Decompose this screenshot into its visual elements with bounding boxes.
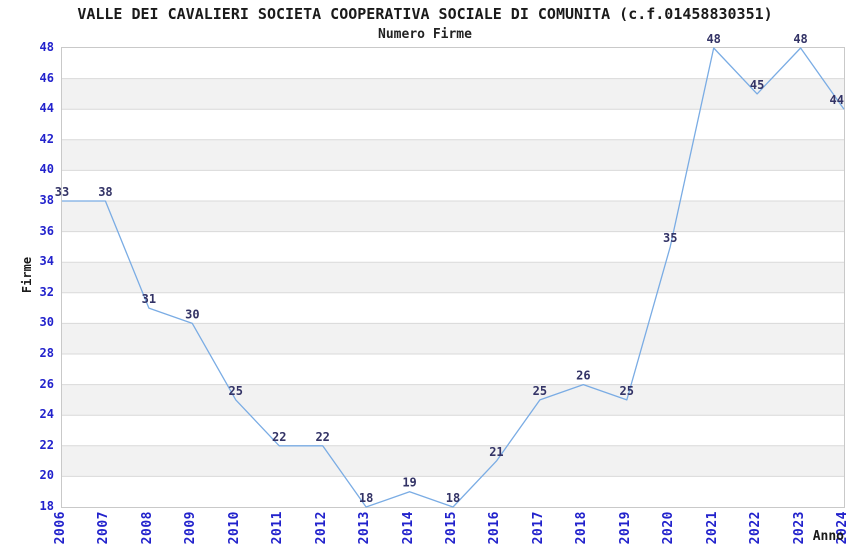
data-point-label: 25 — [229, 384, 243, 398]
data-point-label: 44 — [830, 93, 844, 107]
x-tick-label: 2016 — [487, 511, 503, 545]
data-point-label: 26 — [576, 369, 590, 383]
x-tick-label: 2017 — [530, 511, 546, 545]
plot-band — [62, 323, 844, 354]
x-tick-label: 2015 — [444, 511, 459, 545]
x-tick-label: 2021 — [704, 511, 720, 545]
data-point-label: 35 — [663, 231, 677, 245]
y-tick-label: 24 — [39, 407, 54, 422]
data-point-label: 18 — [446, 491, 460, 505]
plot-band — [62, 139, 844, 171]
x-axis-title: Anno — [812, 529, 844, 544]
plot-band — [62, 262, 844, 293]
plot-band — [62, 48, 844, 79]
plot-band — [62, 109, 844, 140]
x-tick-label: 2018 — [574, 511, 590, 545]
y-tick-label: 22 — [39, 437, 54, 452]
x-tick-label: 2013 — [357, 511, 373, 545]
y-tick-label: 18 — [39, 499, 54, 513]
data-point-label: 30 — [185, 307, 199, 321]
x-tick-label: 2023 — [791, 511, 807, 545]
plot-area: 33 38 31 30 25 22 22 18 19 18 21 25 26 25 35 48 45 48 44 — [55, 32, 845, 508]
y-tick-label: 36 — [39, 223, 54, 238]
data-point-label: 25 — [620, 384, 634, 398]
plot-band — [62, 201, 844, 232]
plot-band — [62, 292, 844, 324]
x-tick-label: 2009 — [183, 511, 199, 545]
plot-band — [62, 476, 844, 507]
data-point-label: 22 — [315, 430, 329, 444]
chart-subtitle: Numero Firme — [378, 27, 472, 42]
data-point-label: 19 — [402, 476, 416, 490]
y-tick-label: 34 — [39, 254, 54, 269]
data-point-label: 48 — [793, 32, 807, 46]
plot-band — [62, 354, 844, 385]
line-chart: 33 38 31 30 25 22 22 18 19 18 21 25 26 25 35 48 45 48 44 — [55, 32, 845, 508]
plot-band — [62, 445, 844, 477]
y-tick-label: 42 — [39, 131, 54, 146]
x-tick-label: 2019 — [617, 511, 633, 545]
y-tick-label: 46 — [39, 70, 54, 85]
data-point-label: 31 — [142, 292, 156, 306]
y-tick-label: 32 — [39, 284, 54, 299]
x-tick-label: 2007 — [96, 511, 112, 545]
x-tick-label: 2006 — [53, 511, 68, 545]
chart-title: VALLE DEI CAVALIERI SOCIETA COOPERATIVA … — [77, 5, 773, 23]
y-tick-label: 26 — [39, 376, 54, 391]
data-point-label: 18 — [359, 491, 373, 505]
y-tick-label: 40 — [39, 162, 54, 177]
plot-band — [62, 231, 844, 263]
x-tick-label: 2011 — [270, 511, 286, 545]
data-point-label: 33 — [55, 185, 69, 199]
data-point-label: 25 — [533, 384, 547, 398]
plot-band — [62, 78, 844, 110]
data-point-label: 48 — [706, 32, 720, 46]
y-tick-label: 48 — [39, 40, 54, 54]
x-tick-label: 2010 — [226, 511, 242, 545]
plot-band — [62, 384, 844, 416]
y-tick-label: 28 — [39, 346, 54, 360]
data-point-label: 38 — [98, 185, 112, 199]
y-tick-label: 44 — [39, 101, 54, 116]
x-tick-label: 2022 — [748, 511, 764, 545]
chart-line — [62, 47, 845, 508]
y-tick-label: 38 — [39, 193, 54, 207]
x-tick-label: 2014 — [400, 511, 416, 545]
plot-band — [62, 415, 844, 446]
data-point-label: 45 — [750, 78, 764, 92]
y-tick-label: 20 — [39, 468, 54, 483]
data-point-label: 21 — [489, 445, 503, 459]
x-tick-label: 2008 — [139, 511, 155, 545]
x-tick-label: 2020 — [661, 511, 677, 545]
x-tick-label: 2012 — [313, 511, 329, 545]
data-point-label: 22 — [272, 430, 286, 444]
plot-band — [62, 170, 844, 201]
y-tick-label: 30 — [39, 315, 54, 330]
